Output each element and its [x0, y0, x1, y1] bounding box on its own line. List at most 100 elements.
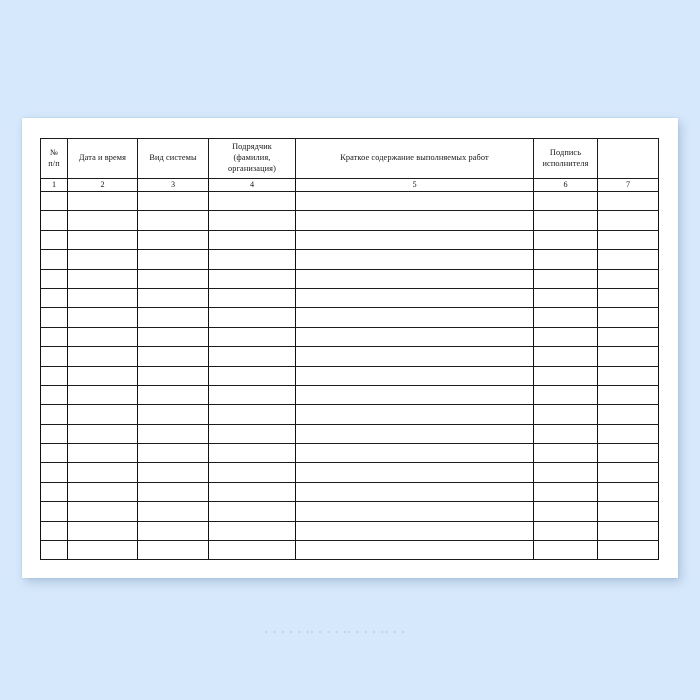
- table-cell[interactable]: [208, 404, 296, 425]
- table-cell[interactable]: [597, 501, 659, 522]
- table-cell[interactable]: [40, 307, 68, 328]
- table-cell[interactable]: [137, 307, 209, 328]
- table-cell[interactable]: [597, 462, 659, 483]
- table-cell[interactable]: [40, 384, 68, 406]
- table-cell[interactable]: [295, 384, 534, 406]
- table-cell[interactable]: [533, 404, 598, 425]
- table-cell[interactable]: [67, 462, 138, 483]
- table-cell[interactable]: [208, 190, 296, 212]
- table-row[interactable]: [40, 287, 659, 309]
- table-cell[interactable]: [597, 249, 659, 270]
- table-cell[interactable]: [295, 423, 534, 445]
- table-cell[interactable]: [208, 462, 296, 483]
- table-cell[interactable]: [40, 462, 68, 483]
- table-cell[interactable]: [295, 443, 534, 464]
- table-cell[interactable]: [533, 365, 598, 386]
- table-cell[interactable]: [597, 326, 659, 348]
- table-cell[interactable]: [67, 190, 138, 212]
- table-cell[interactable]: [208, 326, 296, 348]
- table-row[interactable]: [40, 229, 659, 251]
- table-row[interactable]: [40, 423, 659, 445]
- table-cell[interactable]: [137, 287, 209, 309]
- table-cell[interactable]: [137, 229, 209, 251]
- table-cell[interactable]: [67, 423, 138, 445]
- table-cell[interactable]: [40, 346, 68, 367]
- table-cell[interactable]: [40, 249, 68, 270]
- table-cell[interactable]: [533, 307, 598, 328]
- table-cell[interactable]: [40, 501, 68, 522]
- table-cell[interactable]: [137, 462, 209, 483]
- table-cell[interactable]: [533, 190, 598, 212]
- table-cell[interactable]: [67, 501, 138, 522]
- table-cell[interactable]: [533, 229, 598, 251]
- table-cell[interactable]: [67, 365, 138, 386]
- table-cell[interactable]: [137, 540, 209, 561]
- table-cell[interactable]: [533, 210, 598, 231]
- table-cell[interactable]: [533, 540, 598, 561]
- table-row[interactable]: [40, 443, 659, 464]
- table-row[interactable]: [40, 326, 659, 348]
- table-cell[interactable]: [533, 443, 598, 464]
- table-cell[interactable]: [208, 307, 296, 328]
- table-cell[interactable]: [208, 249, 296, 270]
- table-cell[interactable]: [597, 307, 659, 328]
- table-cell[interactable]: [40, 520, 68, 542]
- table-cell[interactable]: [597, 384, 659, 406]
- table-cell[interactable]: [40, 365, 68, 386]
- table-row[interactable]: [40, 190, 659, 212]
- table-cell[interactable]: [67, 404, 138, 425]
- table-cell[interactable]: [295, 346, 534, 367]
- table-cell[interactable]: [295, 501, 534, 522]
- table-cell[interactable]: [40, 326, 68, 348]
- table-cell[interactable]: [295, 481, 534, 503]
- table-cell[interactable]: [40, 423, 68, 445]
- table-row[interactable]: [40, 481, 659, 503]
- table-cell[interactable]: [67, 249, 138, 270]
- table-row[interactable]: [40, 384, 659, 406]
- table-cell[interactable]: [597, 404, 659, 425]
- table-cell[interactable]: [533, 501, 598, 522]
- table-row[interactable]: [40, 501, 659, 522]
- table-cell[interactable]: [295, 326, 534, 348]
- table-cell[interactable]: [40, 481, 68, 503]
- table-cell[interactable]: [67, 481, 138, 503]
- table-cell[interactable]: [597, 540, 659, 561]
- table-cell[interactable]: [208, 268, 296, 289]
- table-cell[interactable]: [533, 326, 598, 348]
- table-cell[interactable]: [597, 268, 659, 289]
- table-cell[interactable]: [67, 384, 138, 406]
- table-cell[interactable]: [295, 404, 534, 425]
- table-cell[interactable]: [137, 365, 209, 386]
- table-cell[interactable]: [208, 384, 296, 406]
- table-cell[interactable]: [533, 268, 598, 289]
- table-cell[interactable]: [295, 520, 534, 542]
- table-cell[interactable]: [137, 443, 209, 464]
- table-cell[interactable]: [40, 443, 68, 464]
- table-cell[interactable]: [67, 229, 138, 251]
- table-cell[interactable]: [597, 287, 659, 309]
- table-cell[interactable]: [295, 249, 534, 270]
- table-cell[interactable]: [67, 268, 138, 289]
- table-row[interactable]: [40, 520, 659, 542]
- table-cell[interactable]: [208, 520, 296, 542]
- table-row[interactable]: [40, 462, 659, 483]
- table-cell[interactable]: [533, 462, 598, 483]
- table-cell[interactable]: [137, 501, 209, 522]
- table-cell[interactable]: [40, 190, 68, 212]
- table-cell[interactable]: [40, 229, 68, 251]
- table-cell[interactable]: [597, 346, 659, 367]
- table-cell[interactable]: [208, 481, 296, 503]
- table-cell[interactable]: [137, 210, 209, 231]
- table-cell[interactable]: [137, 249, 209, 270]
- table-cell[interactable]: [597, 210, 659, 231]
- table-cell[interactable]: [533, 481, 598, 503]
- table-cell[interactable]: [295, 287, 534, 309]
- table-cell[interactable]: [40, 287, 68, 309]
- table-cell[interactable]: [295, 307, 534, 328]
- table-cell[interactable]: [597, 481, 659, 503]
- table-row[interactable]: [40, 210, 659, 231]
- table-cell[interactable]: [533, 287, 598, 309]
- table-cell[interactable]: [597, 443, 659, 464]
- table-cell[interactable]: [137, 326, 209, 348]
- table-cell[interactable]: [295, 268, 534, 289]
